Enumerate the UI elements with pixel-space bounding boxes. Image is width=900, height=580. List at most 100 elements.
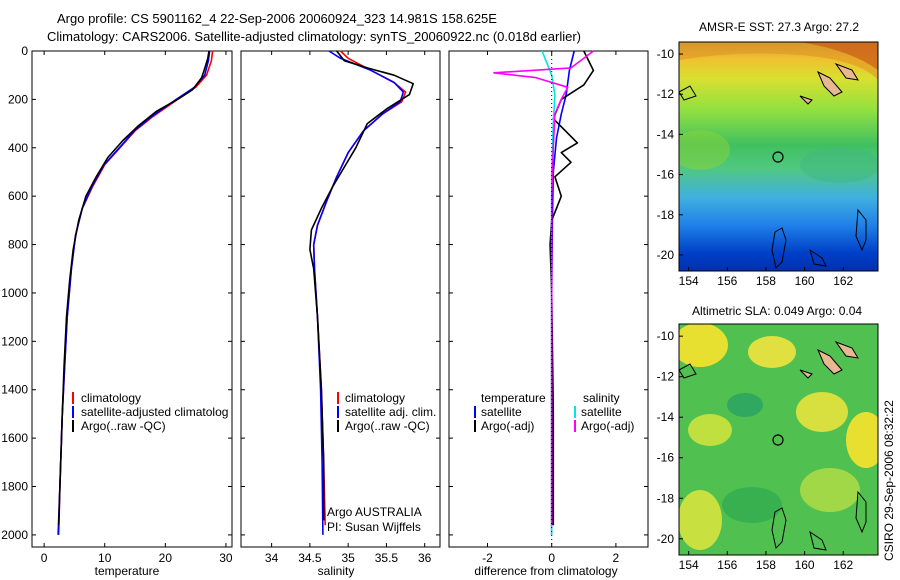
x-tick-label: 35 bbox=[341, 551, 355, 565]
annotation-pi: PI: Susan Wijffels bbox=[327, 520, 421, 534]
map-y-tick-label: -10 bbox=[657, 329, 675, 343]
map-x-tick-label: 162 bbox=[833, 558, 853, 572]
y-tick-label: 1400 bbox=[1, 383, 28, 397]
x-tick-label: 36 bbox=[418, 551, 432, 565]
map-x-tick-label: 158 bbox=[756, 274, 776, 288]
y-tick-label: 800 bbox=[8, 238, 28, 252]
sla-patch bbox=[722, 487, 782, 523]
legend-argo: Argo(..raw -QC) bbox=[81, 419, 166, 433]
sla-patch bbox=[796, 392, 848, 432]
y-tick-label: 400 bbox=[8, 141, 28, 155]
salinity-legend: climatology satellite adj. clim. Argo(..… bbox=[327, 391, 436, 534]
sla-patch bbox=[800, 468, 860, 512]
temperature-xlabel: temperature bbox=[95, 564, 160, 578]
figure-title-line1: Argo profile: CS 5901162_4 22-Sep-2006 2… bbox=[57, 11, 497, 26]
sla-map-title: Altimetric SLA: 0.049 Argo: 0.04 bbox=[692, 304, 862, 318]
x-tick-label: 0 bbox=[548, 551, 555, 565]
island-3 bbox=[799, 95, 813, 105]
legend-satellite-adjusted: satellite-adjusted climatolog bbox=[81, 405, 228, 419]
y-tick-label: 1200 bbox=[1, 334, 28, 348]
map-x-tick-label: 160 bbox=[795, 558, 815, 572]
coastline-1 bbox=[771, 507, 787, 549]
series-line-argo-raw-qc- bbox=[57, 50, 210, 526]
salinity-xlabel: salinity bbox=[318, 564, 355, 578]
sla-patch bbox=[727, 393, 763, 417]
argo-location-marker bbox=[772, 434, 784, 446]
coastline-4 bbox=[679, 363, 697, 379]
map-x-tick-label: 156 bbox=[717, 558, 737, 572]
map-x-tick-label: 158 bbox=[756, 558, 776, 572]
sst-patch bbox=[800, 147, 878, 183]
sst-patch bbox=[679, 130, 730, 170]
x-tick-label: -2 bbox=[482, 551, 493, 565]
sst-hot-patch bbox=[800, 42, 878, 70]
island-3 bbox=[799, 369, 813, 379]
map-x-tick-label: 154 bbox=[679, 558, 699, 572]
map-x-tick-label: 160 bbox=[795, 274, 815, 288]
legend-satellite-adj: satellite adj. clim. bbox=[345, 405, 436, 419]
x-tick-label: 2 bbox=[613, 551, 620, 565]
legend-climatology: climatology bbox=[345, 391, 405, 405]
sst-map-frame bbox=[678, 41, 879, 272]
map-y-tick-label: -10 bbox=[657, 47, 675, 61]
legend-temp-argo: Argo(-adj) bbox=[481, 419, 534, 433]
figure-title-line2: Climatology: CARS2006. Satellite-adjuste… bbox=[47, 29, 581, 44]
temperature-panel-frame bbox=[31, 50, 233, 548]
sla-patch bbox=[679, 324, 728, 367]
coastline-3 bbox=[855, 490, 867, 534]
y-tick-label: 1000 bbox=[1, 286, 28, 300]
argo-location-marker bbox=[772, 151, 784, 163]
legend-sal-satellite: satellite bbox=[581, 405, 622, 419]
map-y-tick-label: -12 bbox=[657, 87, 675, 101]
map-y-tick-label: -20 bbox=[657, 248, 675, 262]
x-tick-label: 35.5 bbox=[375, 551, 399, 565]
island-1 bbox=[817, 348, 843, 375]
sla-patch bbox=[688, 414, 732, 446]
map-x-tick-label: 162 bbox=[833, 274, 853, 288]
x-tick-label: 20 bbox=[159, 551, 173, 565]
legend-climatology: climatology bbox=[81, 391, 141, 405]
y-tick-label: 0 bbox=[21, 44, 28, 58]
coastline-1 bbox=[771, 227, 787, 269]
y-tick-label: 1800 bbox=[1, 480, 28, 494]
map-x-tick-label: 156 bbox=[717, 274, 737, 288]
map-y-tick-label: -16 bbox=[657, 168, 675, 182]
difference-legend: temperature salinity satellite Argo(-adj… bbox=[474, 391, 634, 433]
map-y-tick-label: -16 bbox=[657, 451, 675, 465]
map-y-tick-label: -20 bbox=[657, 532, 675, 546]
side-timestamp-label: CSIRO 29-Sep-2006 08:32:22 bbox=[882, 400, 896, 561]
y-tick-label: 200 bbox=[8, 92, 28, 106]
coastline-4 bbox=[679, 85, 697, 101]
map-y-tick-label: -18 bbox=[657, 208, 675, 222]
legend-argo: Argo(..raw -QC) bbox=[345, 419, 430, 433]
sla-patch bbox=[748, 336, 796, 368]
series-line-salinity-argo-adj- bbox=[493, 50, 594, 526]
legend-sal-argo: Argo(-adj) bbox=[581, 419, 634, 433]
coastline-3 bbox=[855, 208, 867, 252]
x-tick-label: 10 bbox=[98, 551, 112, 565]
sla-patch bbox=[679, 490, 722, 550]
temperature-legend: climatology satellite-adjusted climatolo… bbox=[72, 391, 228, 433]
sla-patch bbox=[846, 412, 878, 468]
map-y-tick-label: -12 bbox=[657, 370, 675, 384]
sst-warm-patch bbox=[679, 42, 878, 80]
salinity-panel-frame bbox=[240, 50, 441, 548]
island-2 bbox=[834, 62, 859, 81]
sla-map bbox=[679, 324, 878, 555]
map-y-tick-label: -14 bbox=[657, 410, 675, 424]
x-tick-label: 30 bbox=[219, 551, 233, 565]
y-tick-label: 600 bbox=[8, 189, 28, 203]
y-tick-label: 1600 bbox=[1, 431, 28, 445]
legend-header-temperature: temperature bbox=[481, 391, 546, 405]
coastline-2 bbox=[809, 248, 827, 267]
island-2 bbox=[834, 340, 859, 359]
difference-xlabel: difference from climatology bbox=[474, 564, 617, 578]
map-y-tick-label: -18 bbox=[657, 491, 675, 505]
coastline-2 bbox=[809, 530, 827, 551]
series-line-argo-raw-qc- bbox=[309, 50, 414, 521]
y-tick-label: 2000 bbox=[1, 528, 28, 542]
sla-map-frame bbox=[678, 323, 879, 556]
x-tick-label: 34.5 bbox=[298, 551, 322, 565]
map-y-tick-label: -14 bbox=[657, 127, 675, 141]
